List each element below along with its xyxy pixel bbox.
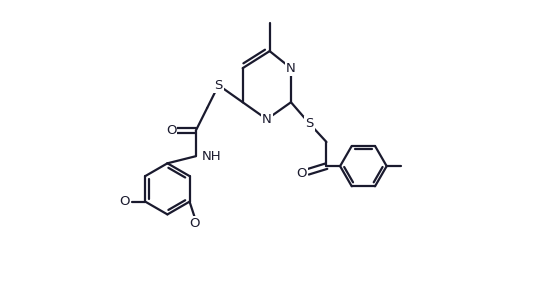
Text: S: S — [214, 79, 223, 92]
Text: N: N — [262, 113, 272, 126]
Text: O: O — [190, 217, 200, 230]
Text: S: S — [305, 117, 313, 130]
Text: O: O — [166, 124, 177, 137]
Text: O: O — [119, 195, 130, 208]
Text: N: N — [286, 62, 296, 75]
Text: O: O — [296, 167, 307, 180]
Text: NH: NH — [202, 150, 222, 163]
